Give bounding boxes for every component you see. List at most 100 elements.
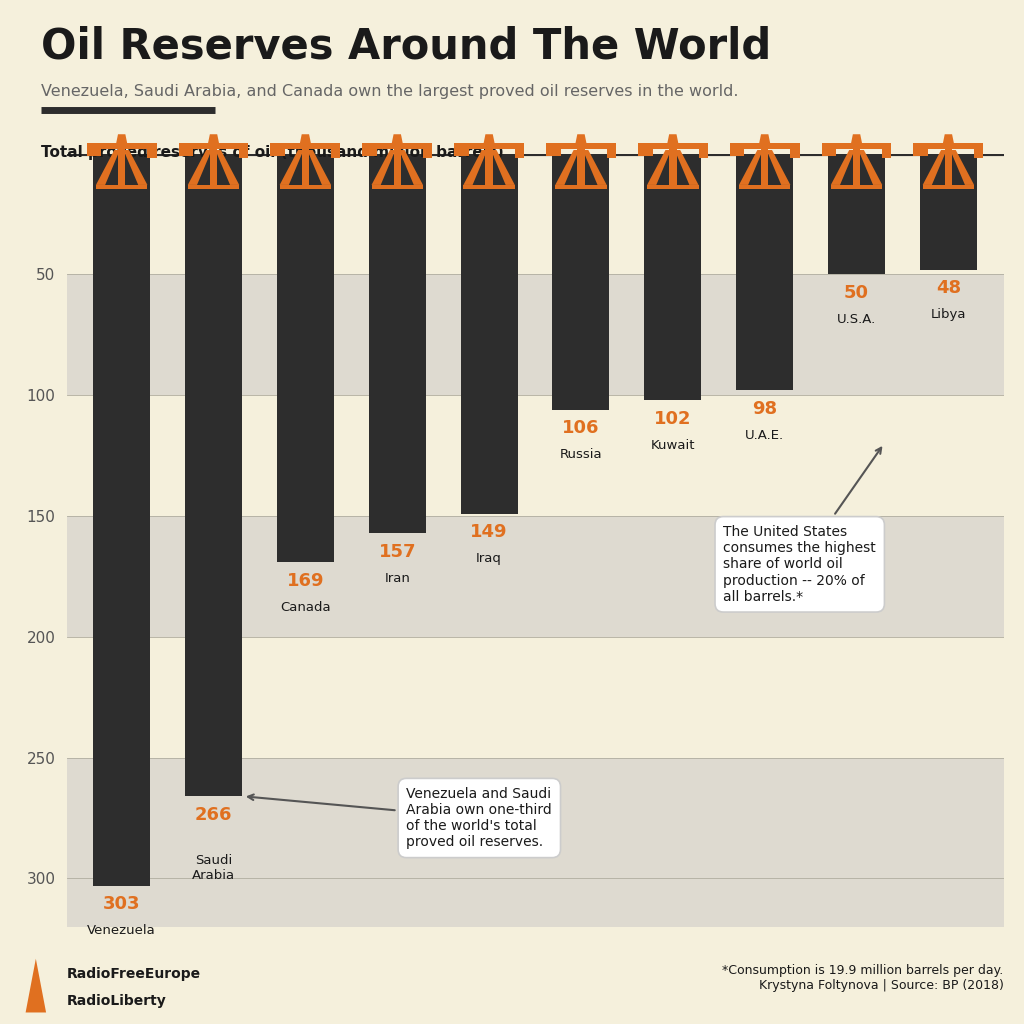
Bar — [67, 516, 1004, 637]
Polygon shape — [96, 151, 120, 185]
Polygon shape — [923, 185, 974, 189]
Polygon shape — [858, 151, 883, 185]
Polygon shape — [455, 143, 524, 148]
Polygon shape — [87, 143, 157, 148]
Text: Oil Reserves Around The World: Oil Reserves Around The World — [41, 26, 771, 68]
Polygon shape — [26, 958, 46, 1013]
Polygon shape — [913, 148, 928, 156]
Text: Saudi
Arabia: Saudi Arabia — [191, 854, 236, 883]
Text: 303: 303 — [103, 895, 140, 913]
Text: 149: 149 — [470, 523, 508, 542]
Polygon shape — [759, 134, 770, 143]
Bar — [369, 154, 426, 532]
Bar — [67, 395, 1004, 516]
Polygon shape — [124, 151, 147, 185]
Text: 50: 50 — [844, 284, 869, 302]
Polygon shape — [830, 185, 883, 189]
Polygon shape — [483, 134, 495, 143]
Text: Venezuela: Venezuela — [87, 925, 156, 937]
Text: 157: 157 — [379, 543, 416, 560]
Bar — [736, 154, 794, 390]
Polygon shape — [546, 143, 615, 148]
Text: Total proved reserves of oil (thousand million barrels): Total proved reserves of oil (thousand m… — [41, 145, 504, 161]
Polygon shape — [455, 148, 469, 156]
Bar — [67, 274, 1004, 395]
Polygon shape — [464, 185, 515, 189]
Text: Canada: Canada — [281, 600, 331, 613]
Polygon shape — [178, 143, 249, 148]
Polygon shape — [372, 151, 395, 185]
Polygon shape — [945, 143, 952, 189]
Polygon shape — [821, 143, 892, 148]
Polygon shape — [606, 148, 615, 159]
Polygon shape — [240, 148, 249, 159]
Text: Russia: Russia — [560, 449, 602, 462]
Polygon shape — [215, 151, 240, 185]
Polygon shape — [118, 143, 125, 189]
Polygon shape — [331, 148, 340, 159]
Polygon shape — [668, 134, 678, 143]
Polygon shape — [300, 134, 311, 143]
Polygon shape — [830, 151, 855, 185]
Text: Iraq: Iraq — [476, 552, 502, 565]
Text: Venezuela, Saudi Arabia, and Canada own the largest proved oil reserves in the w: Venezuela, Saudi Arabia, and Canada own … — [41, 84, 738, 99]
Bar — [644, 154, 701, 400]
Polygon shape — [187, 185, 240, 189]
Polygon shape — [546, 148, 561, 156]
Polygon shape — [270, 148, 285, 156]
Text: 266: 266 — [195, 806, 232, 824]
Polygon shape — [638, 143, 708, 148]
Polygon shape — [821, 148, 837, 156]
Polygon shape — [974, 148, 983, 159]
Polygon shape — [270, 143, 340, 148]
Text: 106: 106 — [562, 420, 600, 437]
Bar — [67, 758, 1004, 927]
Bar — [67, 637, 1004, 758]
Polygon shape — [730, 148, 744, 156]
Polygon shape — [583, 151, 606, 185]
Polygon shape — [116, 134, 127, 143]
Polygon shape — [490, 151, 515, 185]
Bar — [828, 154, 885, 274]
Text: U.S.A.: U.S.A. — [837, 313, 877, 326]
Polygon shape — [392, 134, 402, 143]
Polygon shape — [485, 143, 493, 189]
Polygon shape — [307, 151, 331, 185]
Bar — [67, 154, 1004, 274]
Polygon shape — [372, 185, 423, 189]
Polygon shape — [913, 143, 983, 148]
Bar — [553, 154, 609, 410]
Polygon shape — [669, 143, 677, 189]
Polygon shape — [575, 134, 587, 143]
Polygon shape — [883, 148, 892, 159]
Polygon shape — [87, 148, 101, 156]
Text: 169: 169 — [287, 571, 325, 590]
Text: RadioFreeEurope: RadioFreeEurope — [67, 967, 201, 981]
Polygon shape — [208, 134, 219, 143]
Text: Libya: Libya — [931, 308, 967, 322]
Polygon shape — [943, 134, 954, 143]
Bar — [93, 154, 151, 886]
Polygon shape — [647, 151, 671, 185]
Text: 48: 48 — [936, 280, 961, 297]
Text: *Consumption is 19.9 million barrels per day.
Krystyna Foltynova | Source: BP (2: *Consumption is 19.9 million barrels per… — [722, 964, 1004, 992]
Polygon shape — [638, 148, 652, 156]
Text: Iran: Iran — [384, 571, 411, 585]
Polygon shape — [767, 151, 791, 185]
Polygon shape — [362, 143, 432, 148]
Polygon shape — [675, 151, 698, 185]
Polygon shape — [950, 151, 974, 185]
Polygon shape — [923, 151, 946, 185]
Polygon shape — [730, 143, 800, 148]
Polygon shape — [698, 148, 708, 159]
Bar — [185, 154, 242, 797]
Polygon shape — [393, 143, 401, 189]
Polygon shape — [464, 151, 487, 185]
Text: U.A.E.: U.A.E. — [745, 429, 784, 442]
Polygon shape — [147, 148, 157, 159]
Polygon shape — [647, 185, 698, 189]
Polygon shape — [96, 185, 147, 189]
Polygon shape — [210, 143, 217, 189]
Polygon shape — [515, 148, 524, 159]
Polygon shape — [739, 151, 763, 185]
